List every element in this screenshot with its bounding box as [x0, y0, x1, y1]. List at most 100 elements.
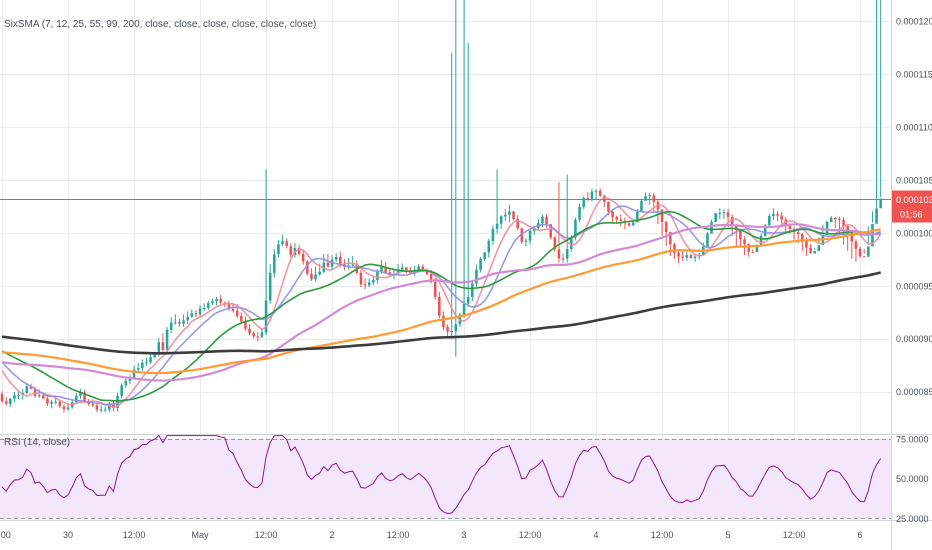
candle-up: [825, 221, 829, 235]
rsi-tick-label: 75.0000: [896, 434, 929, 444]
candle-down: [751, 251, 755, 253]
candle-down: [285, 241, 288, 247]
candle-up: [813, 250, 816, 254]
candle-down: [664, 221, 668, 233]
candle-down: [788, 226, 792, 230]
candle-down: [421, 266, 425, 270]
candle-up: [273, 254, 276, 273]
candle-down: [854, 241, 858, 249]
candle-down: [681, 256, 684, 258]
candle-up: [462, 303, 466, 315]
time-tick-label: 12:00: [519, 530, 542, 540]
candle-down: [726, 212, 730, 217]
candle-up: [145, 362, 148, 364]
candle-up: [66, 407, 70, 409]
candle-up: [211, 301, 214, 304]
candle-down: [776, 213, 779, 216]
candle-up: [640, 200, 643, 212]
candle-up: [504, 214, 507, 217]
time-tick-label: 12:00: [651, 530, 674, 540]
candle-down: [363, 284, 367, 286]
candle-down: [46, 398, 49, 404]
candle-up: [99, 409, 103, 411]
candle-up: [351, 264, 354, 266]
indicator-legend-sma[interactable]: SixSMA (7, 12, 25, 55, 99, 200, close, c…: [4, 19, 316, 30]
rsi-line: [1, 434, 882, 514]
candle-up: [479, 258, 482, 270]
candle-down: [673, 244, 676, 253]
rsi-axis: 25.0000 50.0000 75.0000: [896, 434, 929, 524]
candle-up: [582, 197, 585, 207]
candle-up: [103, 409, 107, 411]
candle-up: [124, 380, 128, 386]
candle-down: [219, 298, 222, 303]
candle-up: [528, 230, 532, 241]
candle-down: [730, 216, 734, 225]
candle-down: [231, 308, 235, 311]
rsi-levels: [0, 439, 891, 519]
candle-up: [372, 279, 375, 283]
candle-down: [801, 234, 804, 240]
candle-up: [79, 392, 82, 396]
candle-up: [817, 245, 821, 251]
candle-up: [565, 249, 569, 259]
candle-down: [83, 392, 86, 402]
candle-down: [194, 313, 198, 315]
candle-down: [512, 211, 515, 219]
time-tick-label: May: [192, 530, 210, 540]
candle-up: [277, 244, 280, 255]
candle-down: [834, 217, 837, 220]
indicator-legend-rsi[interactable]: RSI (14, close): [4, 437, 70, 448]
candle-up: [25, 386, 29, 394]
candle-up: [17, 394, 20, 396]
candle-down: [227, 302, 231, 309]
candle-down: [809, 247, 812, 254]
candle-up: [207, 303, 210, 309]
candle-down: [858, 248, 862, 257]
candle-up: [499, 216, 503, 224]
candle-up: [644, 196, 647, 201]
sma-line-7: [1, 196, 882, 408]
time-tick-label: 4: [594, 530, 599, 540]
candle-up: [685, 255, 689, 258]
candle-down: [161, 342, 165, 350]
candle-down: [62, 406, 66, 409]
candle-up: [867, 246, 870, 257]
candle-up: [772, 213, 775, 217]
time-tick-label: 12:00: [387, 530, 410, 540]
candle-up: [334, 256, 338, 260]
candle-up: [475, 269, 478, 284]
candle-up: [260, 332, 264, 337]
time-tick-label: 2:00: [0, 530, 11, 540]
candle-up: [722, 212, 726, 214]
candle-down: [425, 269, 429, 275]
candle-down: [310, 273, 313, 280]
candle-down: [438, 296, 441, 316]
candle-up: [759, 236, 763, 246]
candle-up: [829, 217, 833, 222]
candle-down: [747, 243, 750, 252]
candle-up: [9, 398, 12, 404]
time-tick-label: 6: [858, 530, 863, 540]
candle-down: [561, 258, 565, 260]
price-tick-label: 0.0001200: [896, 17, 932, 27]
candle-down: [0, 393, 4, 402]
sma-line-99: [1, 228, 881, 375]
candle-down: [58, 401, 62, 407]
candle-up: [466, 296, 470, 304]
candle-down: [297, 248, 301, 255]
candle-up: [763, 225, 767, 237]
sma-line-25: [1, 210, 881, 402]
candle-up: [483, 252, 486, 259]
time-tick-label: 12:00: [255, 530, 278, 540]
candle-down: [384, 266, 387, 273]
candle-down: [95, 405, 99, 410]
candle-down: [735, 224, 738, 230]
candle-up: [182, 320, 185, 324]
candle-down: [838, 219, 841, 221]
candle-down: [359, 272, 363, 285]
